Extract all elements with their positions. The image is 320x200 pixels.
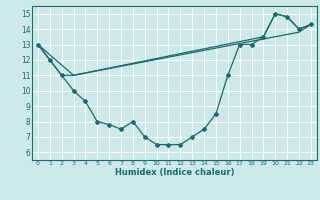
X-axis label: Humidex (Indice chaleur): Humidex (Indice chaleur)	[115, 168, 234, 177]
